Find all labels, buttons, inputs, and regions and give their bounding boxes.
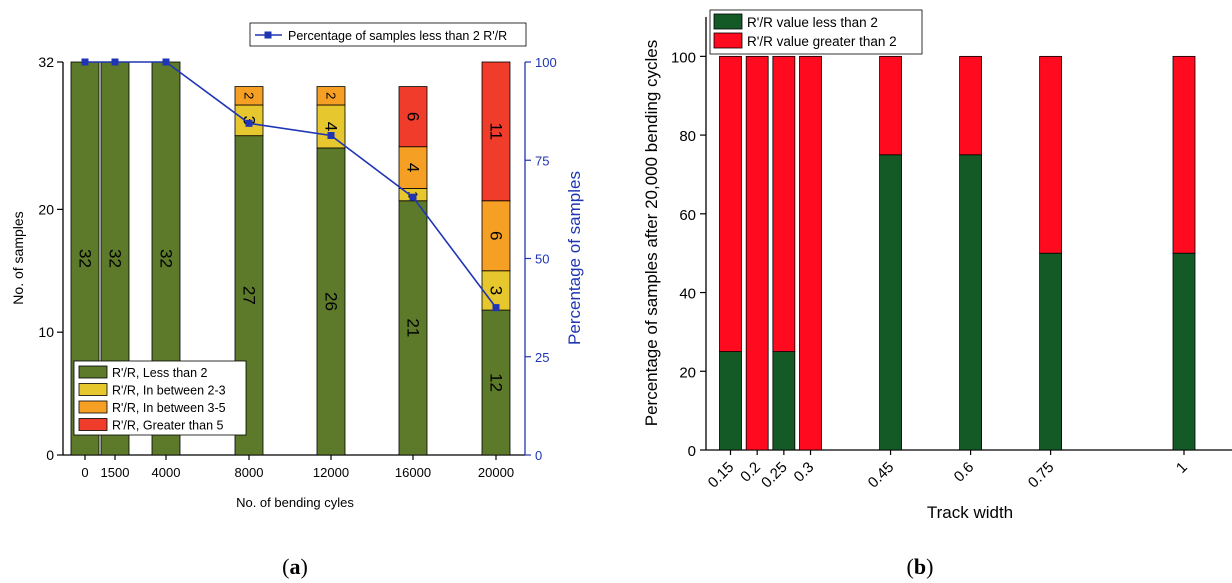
chart-b-y-axis-label: Percentage of samples after 20,000 bendi…: [642, 40, 661, 427]
chart-a-bar-label: 32: [76, 249, 95, 268]
chart-b-y-tick-label: 40: [679, 286, 696, 303]
chart-a-bar-label: 21: [404, 318, 423, 337]
chart-a-bar-label: 6: [404, 112, 423, 121]
chart-a-y2-tick-label: 25: [535, 350, 549, 365]
chart-a-line-point: [162, 58, 170, 66]
chart-b-bar-segment: [959, 154, 982, 451]
chart-b-bar-segment: [879, 154, 902, 451]
chart-a-bar-label: 12: [487, 373, 506, 392]
chart-b-legend-label: R'/R value greater than 2: [747, 34, 897, 49]
chart-b-legend-swatch: [713, 32, 743, 49]
chart-b-y-tick-label: 80: [679, 128, 696, 145]
chart-b-bar-segment: [772, 351, 796, 451]
chart-a-bar-segment: [481, 200, 511, 272]
chart-b-y-tick-label: 100: [671, 49, 696, 66]
chart-a-bar-segment: [398, 86, 428, 148]
panel-label-b: (b): [907, 554, 934, 579]
chart-a-bar-segment: [316, 86, 346, 106]
chart-a-bar-label: 6: [487, 231, 506, 240]
chart-a-legend-label: R'/R, In between 2-3: [112, 384, 226, 398]
chart-b-bar-segment: [799, 55, 822, 451]
chart-a-x-tick-label: 8000: [235, 465, 264, 480]
chart-b-bar-segment: [719, 351, 742, 451]
chart-a-y2-tick-label: 0: [535, 448, 542, 463]
chart-b-legend: R'/R value less than 2 R'/R value greater…: [709, 9, 923, 55]
chart-a-bar-label: 2: [242, 92, 257, 99]
chart-b-bar-segment: [1039, 55, 1063, 254]
chart-a-y-tick-label: 0: [46, 447, 54, 463]
chart-a-bar-segment: [481, 309, 511, 456]
chart-a-bar-label: 4: [322, 122, 341, 131]
chart-a-line-point: [327, 131, 335, 139]
chart-b-bar-segment: [719, 55, 742, 352]
chart-b-bar-segment: [959, 55, 982, 156]
chart-a-y2-tick-label: 75: [535, 153, 549, 168]
chart-b-bar-segment: [772, 55, 796, 352]
chart-a-line-legend: Percentage of samples less than 2 R'/R: [249, 22, 527, 47]
chart-b-y-tick-label: 20: [679, 364, 696, 381]
chart-a-line-point: [245, 119, 253, 127]
chart-b-legend-swatch: [713, 13, 743, 30]
chart-a-line-point: [409, 193, 417, 201]
chart-b-bar-segment: [879, 55, 902, 156]
chart-a-x-tick-label: 16000: [395, 465, 431, 480]
chart-a-bar-segment: [481, 61, 511, 202]
chart-a-y2-tick-label: 100: [535, 55, 557, 70]
chart-a-legend-swatch: [78, 383, 108, 396]
chart-a-bar-label: 3: [487, 286, 506, 295]
chart-b-x-axis-label: Track width: [927, 503, 1013, 522]
chart-a-legend-swatch: [78, 400, 108, 414]
chart-a-y-tick-label: 10: [38, 324, 54, 340]
chart-a-legend-swatch: [78, 418, 108, 431]
chart-a-bar-label: 27: [240, 286, 259, 305]
chart-a-bar-label: 4: [404, 163, 423, 172]
chart-a-line-point: [111, 58, 119, 66]
chart-a-x-tick-label: 4000: [152, 465, 181, 480]
chart-a-legend-label: R'/R, Greater than 5: [112, 419, 224, 433]
chart-a-line-point: [492, 304, 500, 312]
panel-label-a: (a): [282, 554, 308, 579]
chart-a-y2-tick-label: 50: [535, 252, 549, 267]
chart-a-y-axis-label: No. of samples: [10, 211, 26, 304]
chart-b-bar-segment: [1172, 252, 1196, 451]
chart-b-y-tick-label: 0: [688, 443, 696, 460]
chart-a-x-tick-label: 0: [81, 465, 88, 480]
chart-a-x-tick-label: 20000: [478, 465, 514, 480]
chart-a-legend-label: R'/R, Less than 2: [112, 366, 208, 380]
chart-a-bar-segment: [316, 147, 346, 456]
chart-a-bar-label: 11: [487, 123, 506, 141]
chart-a-y-tick-label: 32: [38, 54, 54, 70]
chart-b-bar-segment: [1172, 55, 1196, 254]
chart-a-line-point: [81, 58, 89, 66]
chart-a-x-tick-label: 12000: [313, 465, 349, 480]
chart-b-bar-segment: [1039, 252, 1063, 451]
chart-a-bar-label: 32: [157, 249, 176, 268]
chart-a-line-legend-label: Percentage of samples less than 2 R'/R: [288, 29, 507, 43]
chart-a-bar-label: 32: [106, 249, 125, 268]
chart-a-y-tick-label: 20: [38, 201, 54, 217]
chart-a-x-tick-label: 1500: [101, 465, 130, 480]
chart-a-y2-axis-label: Percentage of samples: [565, 171, 584, 345]
chart-b-legend-label: R'/R value less than 2: [747, 15, 878, 30]
chart-a-bar-segment: [398, 146, 428, 189]
chart-a-legend: R'/R, Less than 2 R'/R, In between 2-3 R'/…: [73, 360, 247, 436]
chart-a-bar-segment: [398, 200, 428, 456]
chart-a-bar-label: 26: [322, 292, 341, 311]
chart-a-legend-label: R'/R, In between 3-5: [112, 401, 226, 415]
chart-a-legend-swatch: [78, 365, 108, 379]
chart-b-y-tick-label: 60: [679, 207, 696, 224]
chart-a-bar-segment: [316, 104, 346, 149]
chart-b-bar-segment: [745, 55, 769, 451]
chart-a-bar-segment: [234, 86, 264, 106]
chart-a-bar-label: 2: [324, 92, 339, 99]
chart-a-x-axis-label: No. of bending cyles: [236, 495, 354, 510]
